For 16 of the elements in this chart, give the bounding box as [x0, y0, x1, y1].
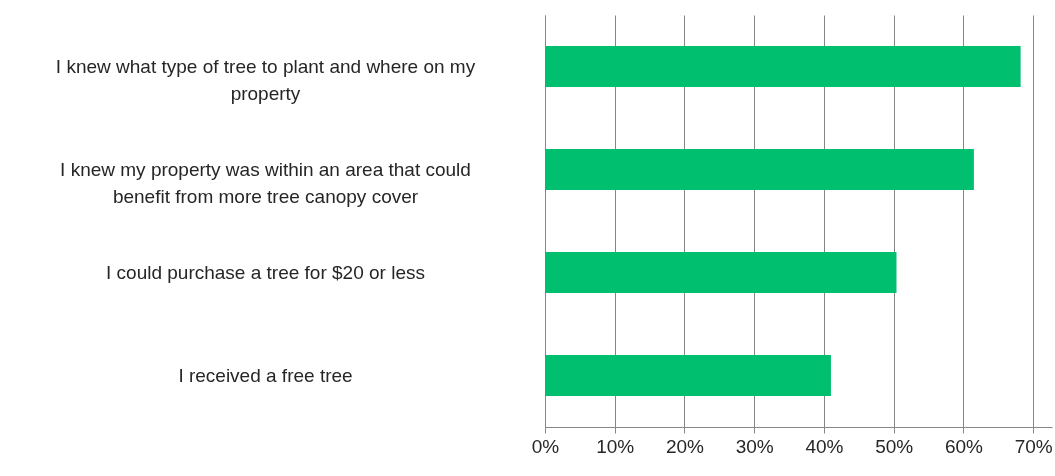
y-tick-label: I knew my property was within an area that could benefit from more tree canopy cover — [60, 158, 471, 207]
x-tick-label: 0% — [531, 435, 560, 457]
x-tick-label: 30% — [735, 435, 774, 457]
y-tick-label: I could purchase a tree for $20 or less — [106, 261, 425, 283]
y-tick-label: I received a free tree — [178, 364, 353, 386]
y-tick-label: I knew what type of tree to plant and where on my property — [55, 55, 476, 104]
x-tick-label: 50% — [875, 435, 914, 457]
bar — [545, 45, 1021, 88]
bar — [545, 148, 974, 191]
x-tick-label: 40% — [805, 435, 844, 457]
bar — [545, 251, 897, 294]
x-tick-label: 60% — [944, 435, 984, 457]
x-tick-label: 20% — [665, 435, 705, 457]
bar — [545, 354, 831, 397]
x-tick-label: 70% — [1014, 435, 1053, 457]
x-tick-label: 10% — [596, 435, 635, 457]
